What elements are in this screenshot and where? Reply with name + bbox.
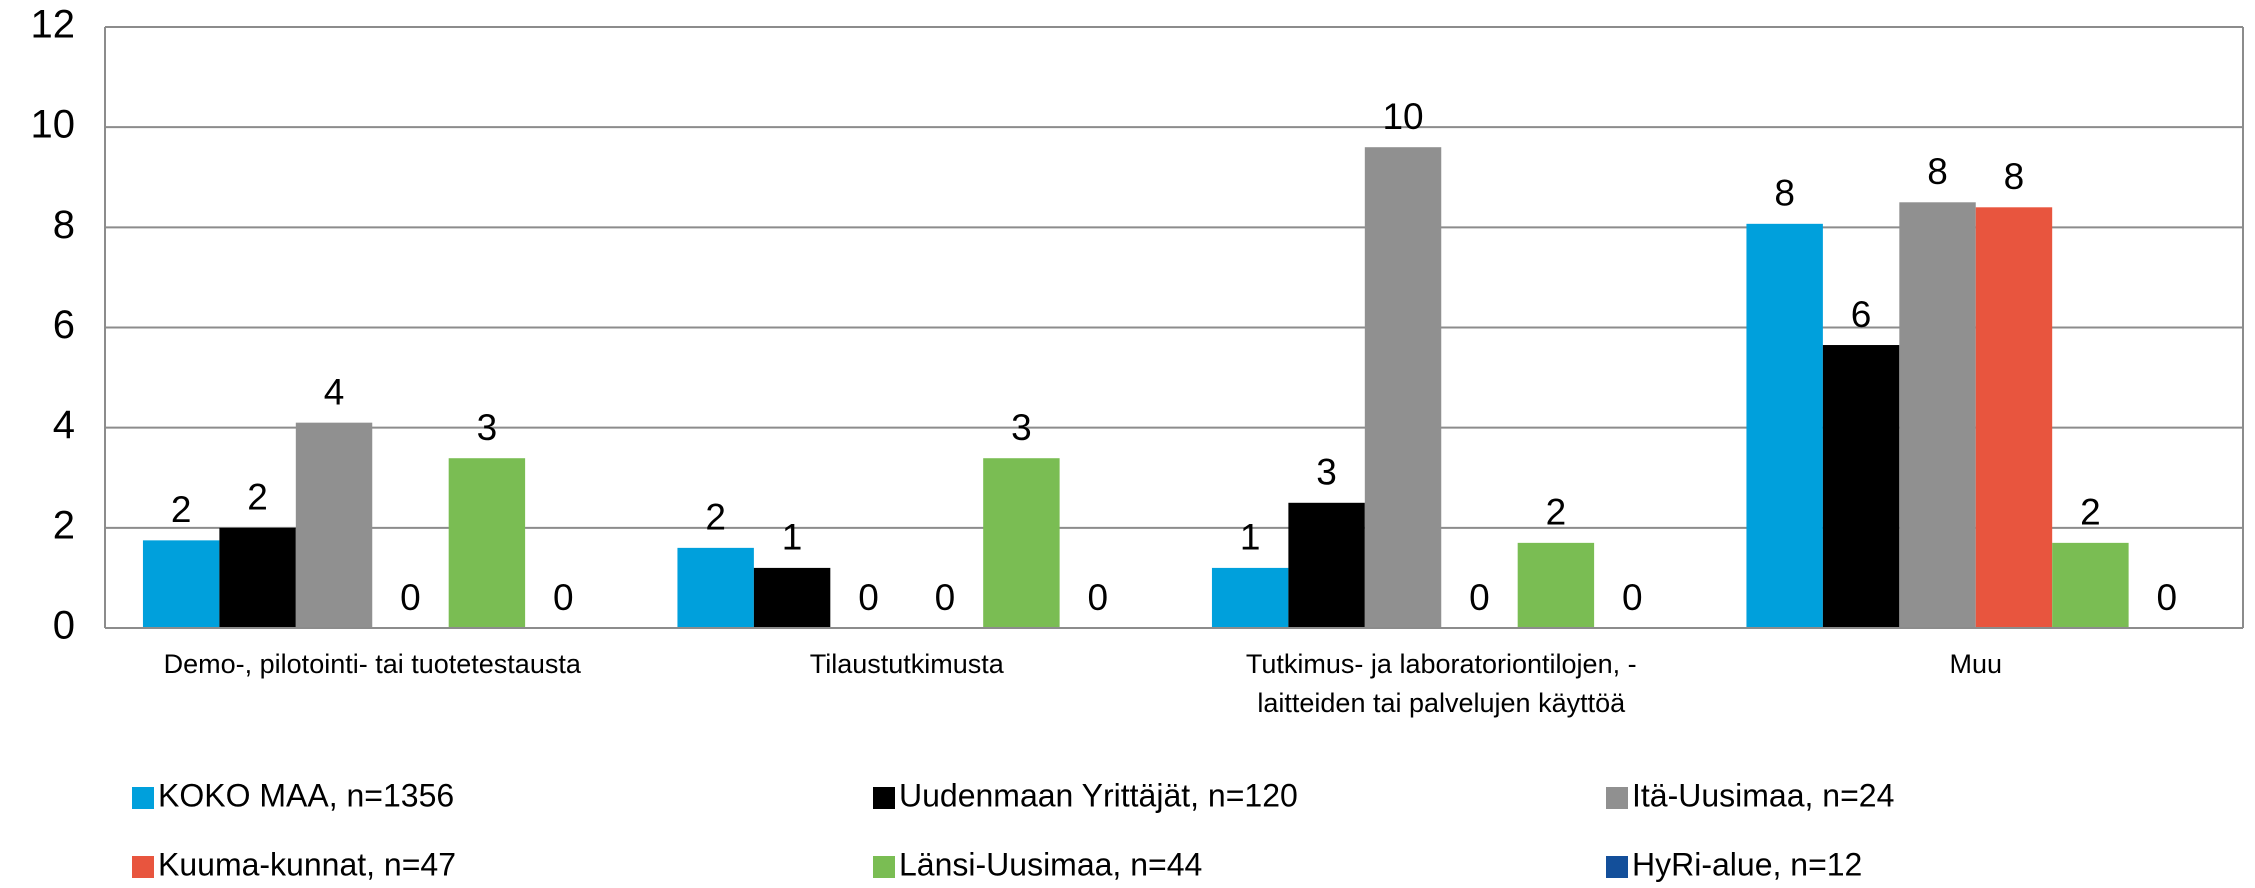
data-label: 8 <box>2004 156 2025 197</box>
data-label: 3 <box>1011 407 1032 448</box>
data-label: 10 <box>1382 96 1423 137</box>
data-label: 0 <box>1088 577 1109 618</box>
bar <box>1975 207 2053 629</box>
data-label: 0 <box>1622 577 1643 618</box>
x-tick-label: Tutkimus- ja laboratoriontilojen, -laitt… <box>1246 649 1637 718</box>
bar <box>219 527 296 628</box>
x-tick-label: Muu <box>1949 649 2002 679</box>
data-label: 3 <box>1316 452 1337 493</box>
legend-swatch <box>873 856 895 878</box>
y-tick-label: 8 <box>53 203 75 247</box>
x-tick-label: Demo-, pilotointi- tai tuotetestausta <box>164 649 582 679</box>
bar <box>1899 202 1976 628</box>
y-tick-label: 12 <box>31 3 76 47</box>
data-label: 1 <box>1240 517 1261 558</box>
data-label: 1 <box>782 517 803 558</box>
data-label: 8 <box>1927 151 1948 192</box>
bar <box>1746 223 1823 628</box>
bar <box>1822 345 1900 628</box>
data-label: 8 <box>1774 173 1795 214</box>
bar <box>1288 502 1365 628</box>
data-label: 0 <box>2157 577 2178 618</box>
legend-label: Kuuma-kunnat, n=47 <box>158 846 456 882</box>
bar <box>983 458 1060 628</box>
data-label: 0 <box>400 577 421 618</box>
bar <box>1517 542 1595 628</box>
data-label: 0 <box>553 577 574 618</box>
y-tick-label: 10 <box>31 103 76 147</box>
bar <box>142 540 220 628</box>
data-label: 0 <box>1469 577 1490 618</box>
data-label: 2 <box>2080 492 2101 533</box>
bar <box>295 422 373 628</box>
y-tick-label: 6 <box>53 303 75 347</box>
legend-swatch <box>132 856 154 878</box>
legend-label: Uudenmaan Yrittäjät, n=120 <box>899 777 1298 813</box>
bar <box>1364 147 1442 628</box>
legend-label: HyRi-alue, n=12 <box>1632 846 1862 882</box>
legend-label: Itä-Uusimaa, n=24 <box>1632 777 1894 813</box>
legend-label: Länsi-Uusimaa, n=44 <box>899 846 1202 882</box>
data-label: 6 <box>1851 294 1872 335</box>
x-tick-label: Tilaustutkimusta <box>810 649 1005 679</box>
legend-swatch <box>132 787 154 809</box>
data-label: 4 <box>324 371 345 412</box>
data-label: 2 <box>705 497 726 538</box>
data-label: 0 <box>858 577 879 618</box>
bar <box>2052 542 2129 628</box>
bar <box>677 547 754 628</box>
legend-swatch <box>1606 856 1628 878</box>
data-label: 2 <box>247 477 268 518</box>
data-label: 2 <box>171 489 192 530</box>
legend-swatch <box>1606 787 1628 809</box>
bar <box>753 567 831 628</box>
data-label: 2 <box>1546 492 1567 533</box>
y-tick-label: 4 <box>53 403 75 447</box>
y-tick-label: 0 <box>53 604 75 648</box>
bar <box>1211 567 1289 628</box>
data-label: 3 <box>477 407 498 448</box>
bar <box>448 458 526 628</box>
legend-swatch <box>873 787 895 809</box>
y-tick-label: 2 <box>53 503 75 547</box>
legend-label: KOKO MAA, n=1356 <box>158 777 454 813</box>
data-label: 0 <box>935 577 956 618</box>
